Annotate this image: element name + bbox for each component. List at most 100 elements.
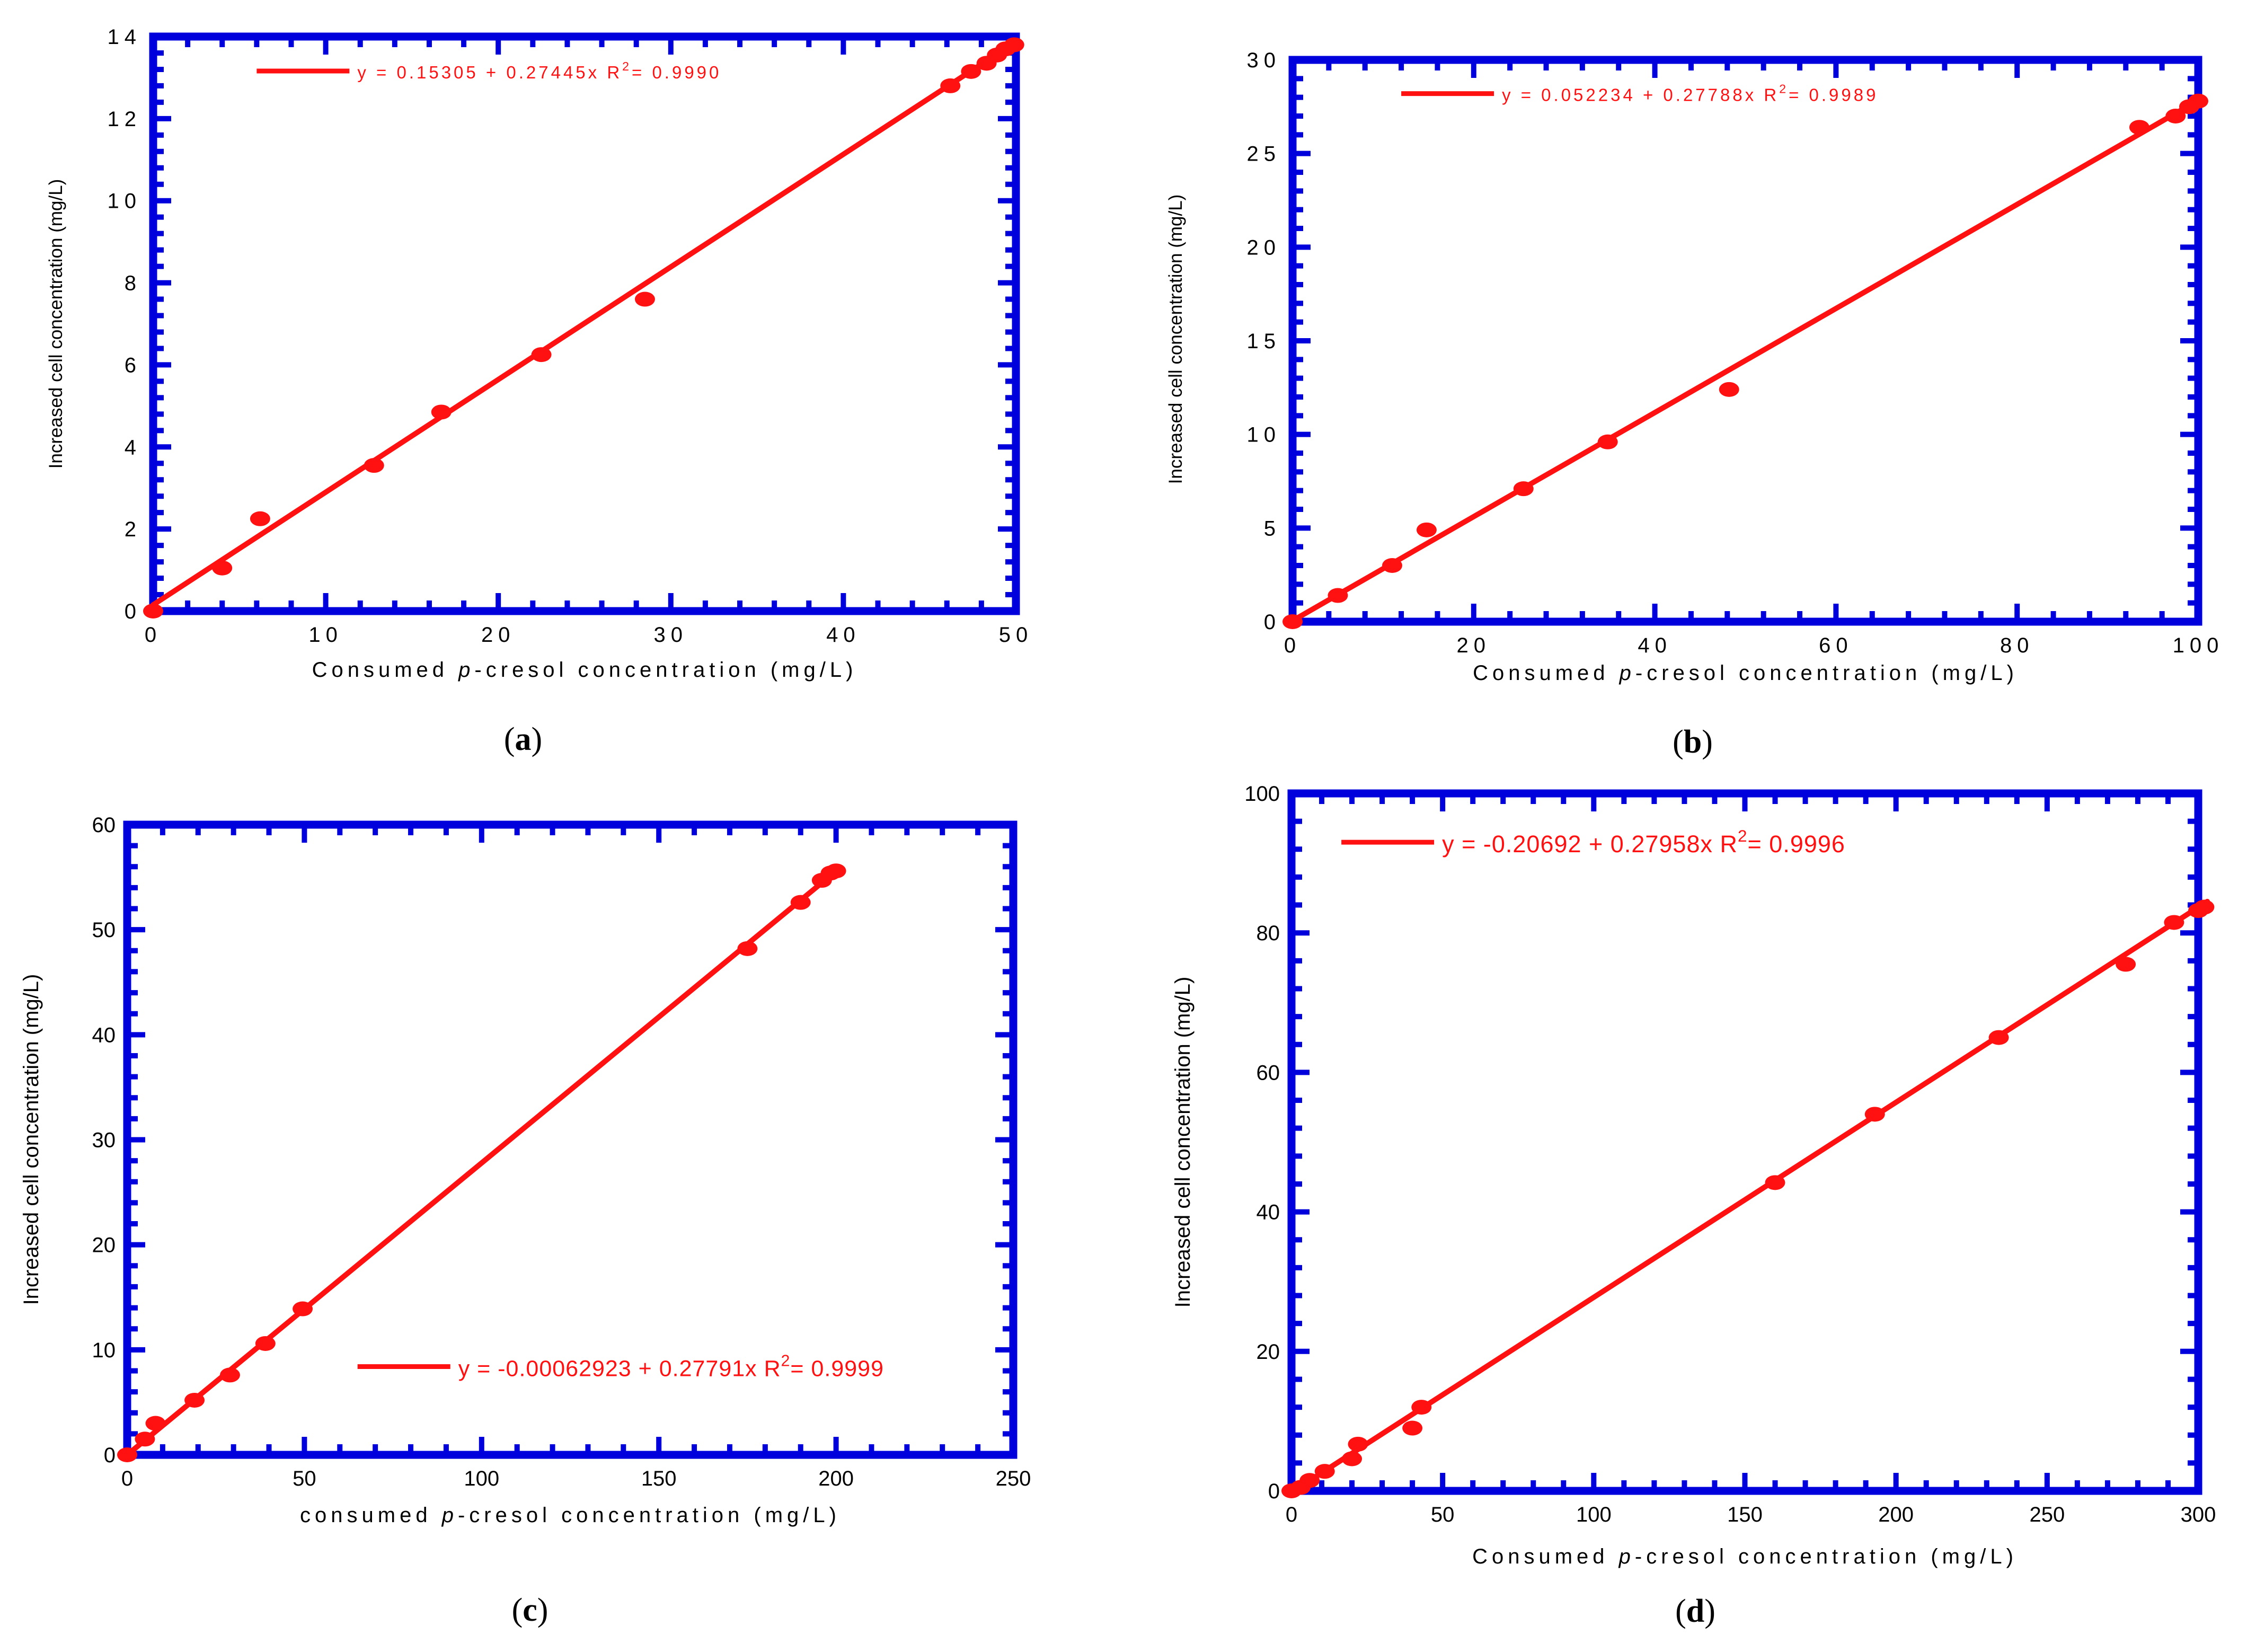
y-tick-label: 20: [1257, 1340, 1280, 1364]
x-tick-label: 100: [1576, 1503, 1612, 1526]
legend-equation-superscript: 2: [1738, 826, 1748, 845]
x-tick-label: 20: [481, 623, 516, 647]
x-axis-label: Consumed p-cresol concentration (mg/L): [312, 658, 857, 682]
x-axis-label-part: p: [458, 658, 474, 682]
y-tick-label: 6: [125, 354, 141, 377]
legend-equation-superscript: 2: [781, 1352, 791, 1370]
legend-equation-superscript: 2: [1779, 82, 1789, 96]
data-point: [1864, 1107, 1885, 1122]
legend-equation-main: y = 0.15305 + 0.27445x R: [357, 63, 622, 82]
x-axis-label: consumed p-cresol concentration (mg/L): [300, 1504, 841, 1527]
data-point: [1411, 1400, 1432, 1415]
y-axis-label: Increased cell concentration (mg/L): [46, 179, 66, 469]
x-axis-label-part: p: [1618, 1545, 1635, 1568]
data-point: [2194, 899, 2215, 915]
x-tick-label: 200: [818, 1467, 854, 1490]
chart-panel-d: 0 50 100 150 200 250 300 0 20 40 60 80 100 Consumed p…: [1171, 782, 2216, 1629]
x-axis-label-part: -cresol concentration (mg/L): [458, 1504, 841, 1527]
plot-frame: [1287, 789, 2202, 1495]
data-point: [135, 1432, 155, 1447]
data-point: [293, 1301, 313, 1317]
x-axis-label-part: -cresol concentration (mg/L): [1635, 1545, 2018, 1568]
x-tick-label: 250: [2029, 1503, 2065, 1526]
legend-equation: y = 0.15305 + 0.27445x R2= 0.9990: [357, 59, 721, 82]
x-tick-label: 150: [641, 1467, 677, 1490]
panel-caption: (c): [512, 1592, 549, 1628]
data-point: [826, 863, 846, 879]
legend-equation: y = -0.00062923 + 0.27791x R2= 0.9999: [458, 1352, 884, 1381]
x-tick-label: 300: [2181, 1503, 2216, 1526]
x-axis-label-part: consumed: [300, 1504, 442, 1527]
data-point: [431, 404, 452, 420]
data-point: [1513, 481, 1534, 497]
plot-frame: [149, 32, 1020, 615]
data-point: [1348, 1436, 1368, 1452]
x-tick-label: 150: [1727, 1503, 1763, 1526]
x-tick-label: 10: [308, 623, 343, 647]
panel-caption-letter: d: [1686, 1593, 1704, 1629]
x-tick-label: 40: [1638, 634, 1672, 657]
data-point: [255, 1336, 276, 1351]
y-tick-label: 12: [108, 108, 142, 131]
panel-caption-letter: b: [1684, 724, 1702, 760]
y-tick-label: 40: [1257, 1201, 1280, 1224]
data-point: [117, 1447, 137, 1462]
data-point: [1328, 588, 1348, 603]
plot-frame: [1288, 56, 2202, 626]
data-point: [1597, 434, 1618, 449]
panel-caption-paren: ): [532, 721, 543, 757]
data-point: [1382, 558, 1402, 573]
y-tick-label: 4: [125, 436, 141, 459]
y-tick-label: 20: [1247, 236, 1281, 259]
y-tick-label: 60: [92, 814, 116, 837]
data-point: [1004, 37, 1024, 52]
regression-line: [125, 868, 839, 1458]
legend-equation-main: y = -0.00062923 + 0.27791x R: [458, 1356, 781, 1382]
y-tick-label: 60: [1257, 1061, 1280, 1084]
x-axis-label-part: -cresol concentration (mg/L): [1635, 661, 2018, 685]
x-tick-label: 0: [1284, 634, 1301, 657]
regression-line: [1290, 98, 2201, 624]
y-tick-label: 10: [108, 190, 142, 213]
x-axis-label-part: p: [441, 1504, 458, 1527]
x-tick-label: 0: [121, 1467, 133, 1490]
legend-equation-r2: = 0.9989: [1789, 85, 1878, 104]
x-tick-label: 60: [1819, 634, 1853, 657]
data-point: [1342, 1451, 1363, 1467]
y-axis-label: Increased cell concentration (mg/L): [1171, 977, 1195, 1308]
panel-caption-letter: c: [523, 1592, 537, 1628]
regression-line: [151, 39, 1019, 608]
y-tick-label: 10: [92, 1339, 116, 1362]
plot-frame: [123, 820, 1018, 1459]
x-axis-label: Consumed p-cresol concentration (mg/L): [1473, 661, 2018, 685]
panel-caption-paren: (: [1673, 724, 1684, 760]
y-tick-label: 30: [92, 1129, 116, 1152]
y-tick-label: 100: [1244, 782, 1280, 806]
panel-caption-paren: ): [537, 1592, 549, 1628]
data-point: [2129, 120, 2149, 135]
legend-equation-r2: = 0.9999: [790, 1356, 884, 1382]
data-point: [2116, 957, 2136, 972]
y-tick-label: 15: [1247, 330, 1281, 353]
panel-caption-paren: (: [512, 1592, 523, 1628]
panel-caption-paren: (: [504, 721, 515, 757]
legend: y = 0.15305 + 0.27445x R2= 0.9990: [256, 59, 721, 82]
data-point: [2164, 915, 2184, 930]
legend-equation: y = 0.052234 + 0.27788x R2= 0.9989: [1502, 82, 1878, 105]
x-tick-label: 30: [654, 623, 688, 647]
data-point: [1765, 1175, 1785, 1190]
y-tick-label: 0: [1264, 611, 1281, 634]
panel-caption-letter: a: [515, 721, 532, 757]
y-tick-label: 0: [1268, 1480, 1280, 1503]
data-point: [1988, 1030, 2009, 1045]
legend-equation-main: y = 0.052234 + 0.27788x R: [1502, 85, 1779, 104]
legend-equation: y = -0.20692 + 0.27958x R2= 0.9996: [1442, 826, 1845, 858]
data-point: [1314, 1464, 1335, 1479]
y-tick-label: 40: [92, 1023, 116, 1047]
y-tick-label: 20: [92, 1234, 116, 1257]
legend-equation-main: y = -0.20692 + 0.27958x R: [1442, 831, 1738, 858]
x-tick-label: 80: [2000, 634, 2034, 657]
y-tick-label: 30: [1247, 49, 1281, 72]
x-tick-label: 100: [2173, 634, 2224, 657]
